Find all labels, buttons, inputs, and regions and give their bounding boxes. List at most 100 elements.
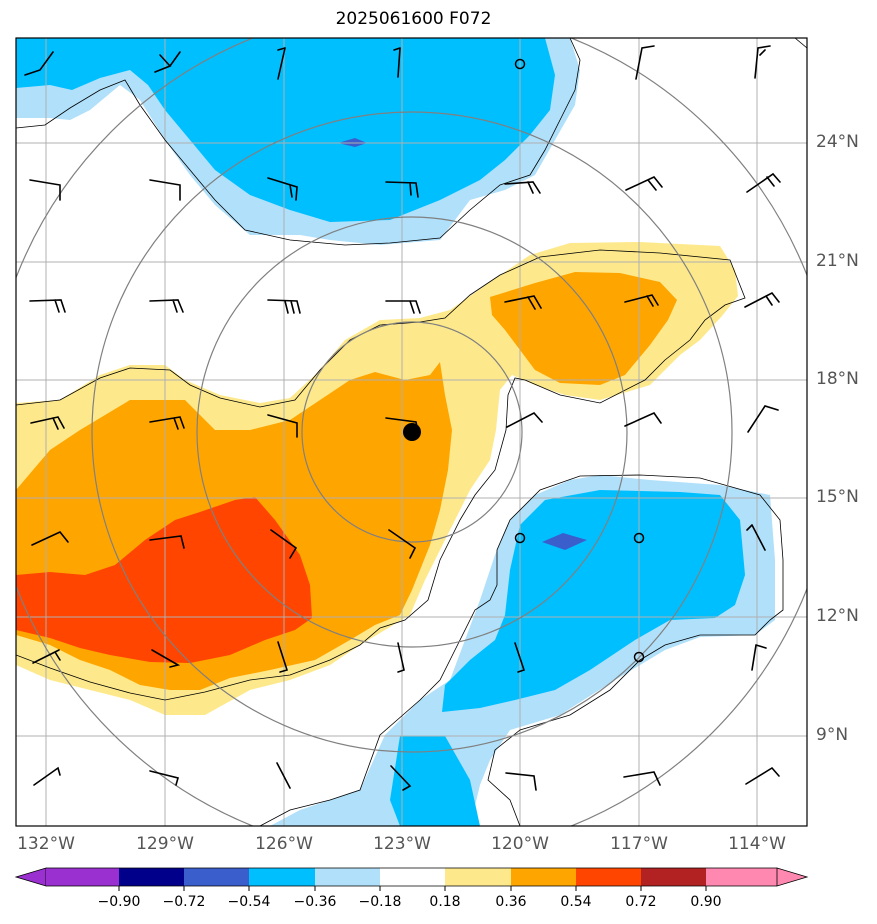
lon-label-132w: 132°W xyxy=(17,834,75,854)
wind-barb xyxy=(276,762,291,789)
calm-circle xyxy=(514,532,526,544)
wind-barb xyxy=(623,771,661,786)
wind-barb xyxy=(746,172,781,193)
lat-label-18n: 18°N xyxy=(816,369,859,389)
wind-barb xyxy=(390,765,412,791)
wind-barb xyxy=(149,770,179,786)
lon-label-126w: 126°W xyxy=(255,834,313,854)
wind-barb xyxy=(397,642,405,673)
calm-circle xyxy=(633,651,645,663)
wind-barb xyxy=(624,294,659,307)
wind-barb xyxy=(514,642,526,673)
lon-label-117w: 117°W xyxy=(610,834,668,854)
wind-barb xyxy=(754,45,771,79)
lat-label-24n: 24°N xyxy=(816,132,859,152)
wind-barb xyxy=(747,405,779,433)
calm-circle xyxy=(633,532,645,544)
colorbar-tick-label: 0.90 xyxy=(690,894,722,910)
wind-barb xyxy=(270,529,298,559)
wind-barb xyxy=(151,649,181,668)
colorbar-tick-label: −0.36 xyxy=(293,894,337,910)
lon-label-120w: 120°W xyxy=(491,834,549,854)
wind-barb xyxy=(505,772,537,791)
colorbar-segment xyxy=(119,868,184,886)
map-plot-area xyxy=(16,38,807,826)
range-rings xyxy=(16,38,807,826)
colorbar-segment xyxy=(249,868,315,886)
colorbar-tick-label: −0.54 xyxy=(227,894,271,910)
wind-barb xyxy=(635,45,655,80)
colorbar-tick-label: 0.36 xyxy=(495,894,527,910)
colorbar-tick-label: −0.90 xyxy=(97,894,141,910)
colorbar-segment xyxy=(706,868,777,886)
colorbar-tick-label: 0.72 xyxy=(625,894,657,910)
graticule xyxy=(16,38,807,826)
lon-label-123w: 123°W xyxy=(373,834,431,854)
colorbar-segment xyxy=(46,868,119,886)
wind-barb xyxy=(751,644,767,671)
lat-label-15n: 15°N xyxy=(816,487,859,507)
lat-label-9n: 9°N xyxy=(816,725,849,745)
colorbar-tick-label: 0.54 xyxy=(560,894,592,910)
wind-barb xyxy=(385,300,421,314)
lat-label-21n: 21°N xyxy=(816,251,859,271)
wind-barb xyxy=(267,177,298,201)
colorbar-tick-label: −0.72 xyxy=(162,894,206,910)
wind-barb xyxy=(745,766,780,785)
wind-barb xyxy=(385,181,419,198)
wind-barb xyxy=(393,47,401,78)
positive-field-dark xyxy=(16,497,312,663)
colorbar xyxy=(14,867,809,891)
wind-barb xyxy=(32,649,61,664)
colorbar-extend-high xyxy=(776,867,809,887)
wind-barbs xyxy=(24,45,781,791)
colorbar-segment xyxy=(445,868,511,886)
wind-barb xyxy=(149,535,185,549)
wind-barb xyxy=(33,766,61,786)
colorbar-segment xyxy=(315,868,380,886)
calm-markers xyxy=(514,58,645,663)
colorbar-segment xyxy=(511,868,576,886)
center-point-marker xyxy=(403,423,421,441)
negative-field-southeast-mid xyxy=(442,490,745,712)
colorbar-segment xyxy=(184,868,249,886)
wind-barb xyxy=(277,47,286,80)
wind-barb xyxy=(267,414,298,438)
wind-barb xyxy=(267,299,301,314)
wind-barb xyxy=(625,176,663,191)
wind-barb xyxy=(29,179,61,201)
negative-field-southeast-dark xyxy=(542,533,587,550)
plot-frame xyxy=(15,37,808,827)
wind-barb xyxy=(506,412,543,428)
wind-barb xyxy=(149,179,181,201)
wind-barb xyxy=(149,299,184,313)
negative-field-southeast-mid-tongue xyxy=(390,736,480,826)
colorbar-tick-label: −0.18 xyxy=(358,894,402,910)
wind-barb xyxy=(744,291,780,308)
colorbar-tick-label: 0.18 xyxy=(429,894,461,910)
wind-barb xyxy=(388,529,417,559)
wind-barb xyxy=(746,524,766,551)
wind-barb xyxy=(31,531,69,546)
wind-barb xyxy=(504,295,542,310)
wind-barb xyxy=(24,51,54,76)
negative-field-north-mid xyxy=(16,38,555,222)
contour-lines xyxy=(16,38,807,826)
wind-barb xyxy=(277,641,289,673)
wind-barb xyxy=(29,299,66,313)
map-title: 2025061600 F072 xyxy=(335,9,492,29)
wind-barb xyxy=(149,416,185,430)
wind-barb xyxy=(504,181,541,194)
lat-label-12n: 12°N xyxy=(816,606,859,626)
wind-barb xyxy=(154,51,181,73)
wind-barb xyxy=(624,411,662,427)
colorbar-segment xyxy=(380,868,445,886)
wind-barb xyxy=(30,416,65,430)
colorbar-segment xyxy=(576,868,641,886)
lon-label-129w: 129°W xyxy=(136,834,194,854)
calm-circle xyxy=(514,58,526,70)
colorbar-segment xyxy=(641,868,706,886)
lon-label-114w: 114°W xyxy=(728,834,786,854)
colorbar-extend-low xyxy=(14,867,47,887)
